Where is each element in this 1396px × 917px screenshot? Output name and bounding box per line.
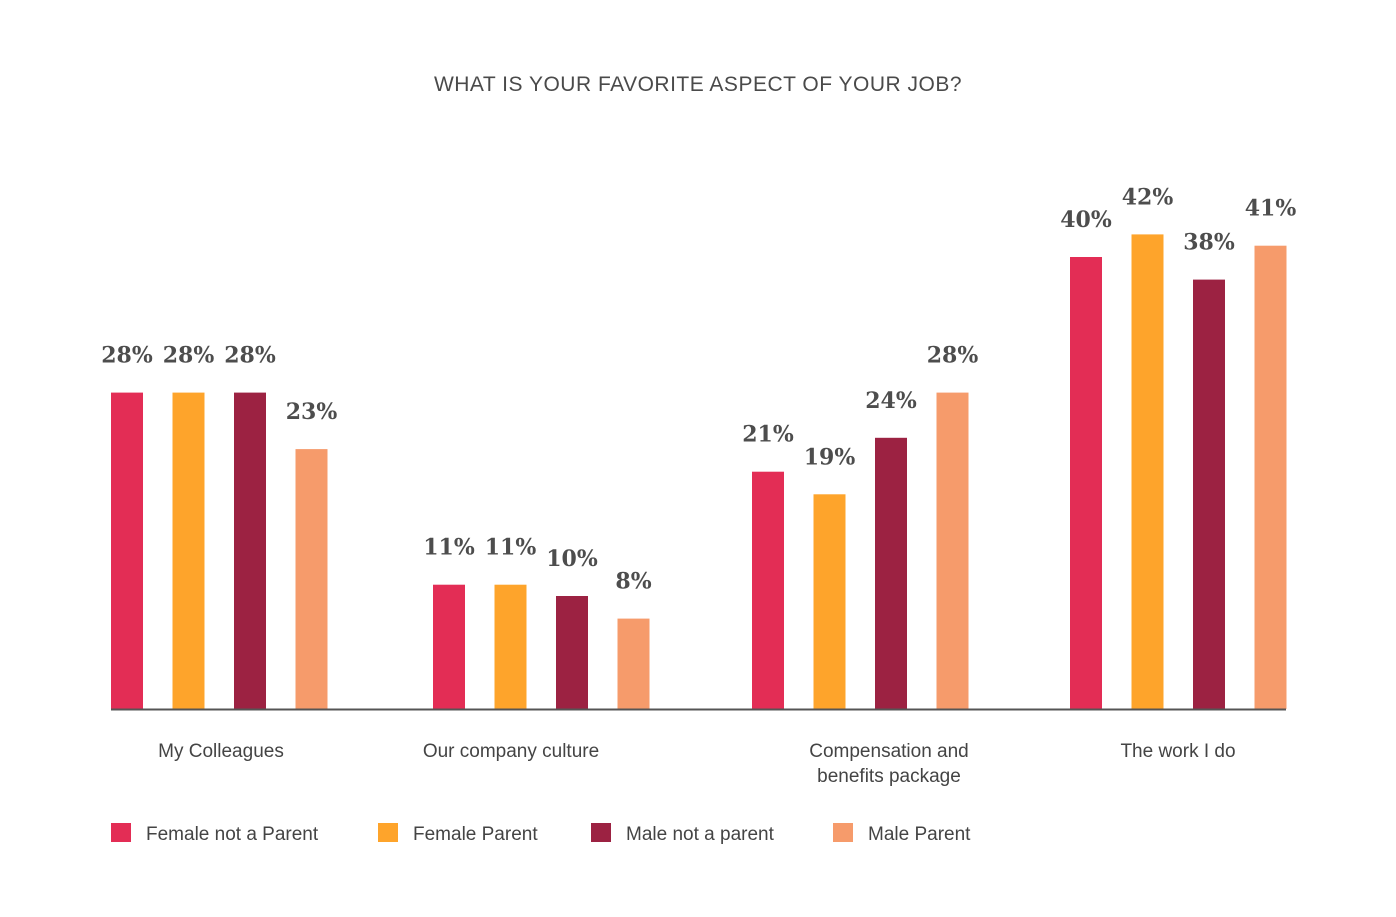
bar	[813, 494, 846, 709]
bar	[1131, 234, 1164, 709]
legend: Female not a Parent Female Parent Male not…	[111, 823, 971, 845]
legend-label: Male not a parent	[626, 824, 775, 845]
bar-value-label: 19%	[804, 444, 856, 470]
legend-swatch	[833, 823, 853, 842]
bar	[433, 584, 465, 709]
bar	[875, 437, 907, 709]
bar	[494, 584, 527, 709]
bar	[295, 449, 328, 709]
bar-value-label: 28%	[101, 343, 153, 369]
bar-value-label: 41%	[1245, 196, 1297, 222]
category-label: Compensation and	[809, 741, 969, 762]
bar-value-label: 23%	[286, 399, 338, 425]
category-label: The work I do	[1120, 741, 1235, 762]
bar	[936, 392, 969, 709]
bar	[1193, 279, 1225, 709]
bar-value-label: 21%	[742, 422, 794, 448]
category-labels-layer: My Colleagues Our company culture Compensa…	[158, 741, 1235, 787]
bar	[752, 471, 784, 709]
bar	[556, 596, 588, 709]
bar	[1070, 257, 1102, 709]
category-label: My Colleagues	[158, 741, 284, 762]
legend-swatch	[378, 823, 398, 842]
bar-value-label: 11%	[423, 535, 475, 561]
bar-value-label: 42%	[1122, 184, 1174, 210]
bar-value-label: 11%	[485, 535, 537, 561]
legend-label: Male Parent	[868, 824, 971, 845]
bar	[172, 392, 205, 709]
chart-title: WHAT IS YOUR FAVORITE ASPECT OF YOUR JOB…	[434, 73, 962, 96]
bar-value-label: 38%	[1183, 230, 1235, 256]
bar-value-label: 10%	[546, 546, 598, 572]
bar-value-label: 24%	[865, 388, 917, 414]
bar-value-label: 40%	[1060, 207, 1112, 233]
bar-value-label: 8%	[615, 569, 651, 595]
bars-layer	[111, 234, 1287, 709]
bar-value-label: 28%	[163, 343, 215, 369]
bar	[1254, 245, 1287, 709]
legend-label: Female not a Parent	[146, 824, 319, 845]
category-label: Our company culture	[423, 741, 599, 762]
bar-value-label: 28%	[224, 343, 276, 369]
bar	[234, 392, 266, 709]
bar-value-label: 28%	[927, 343, 979, 369]
value-labels-layer: 28% 28% 28% 23% 11% 11% 10% 8% 21% 19% 24% 28% 40% 42…	[101, 184, 1296, 594]
legend-swatch	[111, 823, 131, 842]
legend-label: Female Parent	[413, 824, 538, 845]
bar	[111, 392, 143, 709]
legend-swatch	[591, 823, 611, 842]
category-label: benefits package	[817, 766, 961, 787]
bar	[617, 618, 650, 709]
